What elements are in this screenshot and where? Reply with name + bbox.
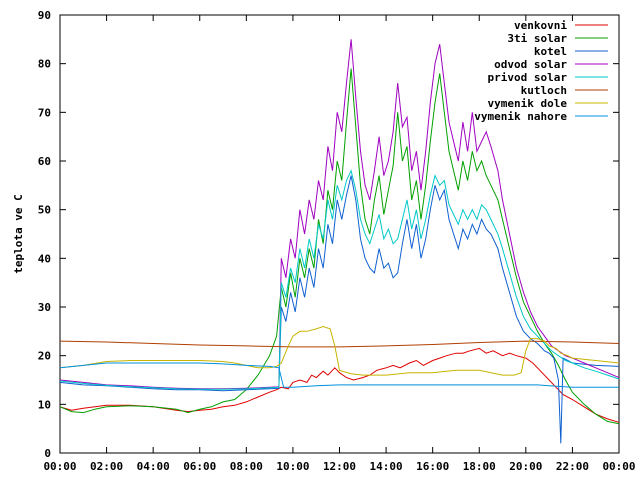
x-axis-tick-labels: 00:00 02:00 04:00 06:00 08:00 10:00 12:00 14:00… bbox=[43, 460, 635, 473]
x-tick-label: 20:00 bbox=[509, 460, 542, 473]
legend-label: 3ti solar bbox=[507, 32, 567, 45]
series-line-kutloch bbox=[59, 340, 620, 348]
y-tick-label: 40 bbox=[38, 252, 51, 265]
series-line-vymenik-dole bbox=[59, 325, 620, 376]
legend-label: odvod solar bbox=[494, 58, 567, 71]
x-tick-label: 00:00 bbox=[602, 460, 635, 473]
series-lines bbox=[59, 39, 620, 444]
x-tick-label: 10:00 bbox=[276, 460, 309, 473]
x-tick-label: 04:00 bbox=[137, 460, 170, 473]
y-tick-label: 10 bbox=[38, 398, 51, 411]
y-tick-label: 20 bbox=[38, 350, 51, 363]
x-tick-label: 22:00 bbox=[556, 460, 589, 473]
y-tick-label: 0 bbox=[44, 447, 51, 460]
series-line-odvod-solar bbox=[59, 39, 620, 390]
y-tick-label: 80 bbox=[38, 58, 51, 71]
legend-label: vymenik nahore bbox=[474, 110, 567, 123]
y-tick-label: 60 bbox=[38, 155, 51, 168]
series-line-vymenik-nahore bbox=[59, 362, 619, 388]
x-tick-label: 06:00 bbox=[183, 460, 216, 473]
x-tick-label: 08:00 bbox=[230, 460, 263, 473]
tick-marks bbox=[59, 14, 620, 454]
x-tick-label: 00:00 bbox=[43, 460, 76, 473]
y-tick-label: 30 bbox=[38, 301, 51, 314]
x-tick-label: 12:00 bbox=[323, 460, 356, 473]
y-axis-title: teplota ve C bbox=[12, 194, 25, 273]
y-tick-label: 70 bbox=[38, 106, 51, 119]
y-axis-tick-labels: 0 10 20 30 40 50 60 70 80 90 bbox=[38, 9, 51, 460]
legend-label: kutloch bbox=[521, 84, 567, 97]
y-tick-label: 50 bbox=[38, 204, 51, 217]
legend-label: vymenik dole bbox=[488, 97, 568, 110]
x-tick-label: 16:00 bbox=[416, 460, 449, 473]
legend-label: privod solar bbox=[488, 71, 568, 84]
x-tick-label: 14:00 bbox=[370, 460, 403, 473]
y-tick-label: 90 bbox=[38, 9, 51, 22]
x-tick-label: 18:00 bbox=[463, 460, 496, 473]
x-tick-label: 02:00 bbox=[90, 460, 123, 473]
series-line-privod-solar bbox=[59, 169, 620, 390]
legend-label: venkovni bbox=[514, 19, 567, 32]
series-line-kotel bbox=[59, 175, 620, 444]
legend-label: kotel bbox=[534, 45, 567, 58]
